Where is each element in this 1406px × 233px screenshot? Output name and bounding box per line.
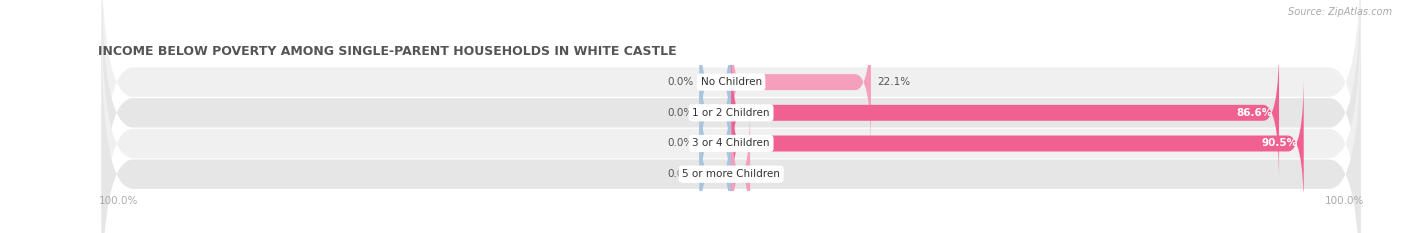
FancyBboxPatch shape <box>699 75 731 212</box>
Text: No Children: No Children <box>700 77 762 87</box>
Text: 90.5%: 90.5% <box>1261 138 1298 148</box>
FancyBboxPatch shape <box>101 0 1361 221</box>
FancyBboxPatch shape <box>731 75 1303 212</box>
Text: 5 or more Children: 5 or more Children <box>682 169 780 179</box>
FancyBboxPatch shape <box>699 44 731 182</box>
Text: 100.0%: 100.0% <box>98 196 138 206</box>
Text: 0.0%: 0.0% <box>666 108 693 118</box>
Text: Source: ZipAtlas.com: Source: ZipAtlas.com <box>1288 7 1392 17</box>
Text: 22.1%: 22.1% <box>877 77 911 87</box>
Text: INCOME BELOW POVERTY AMONG SINGLE-PARENT HOUSEHOLDS IN WHITE CASTLE: INCOME BELOW POVERTY AMONG SINGLE-PARENT… <box>98 45 678 58</box>
Text: 3 or 4 Children: 3 or 4 Children <box>692 138 770 148</box>
FancyBboxPatch shape <box>101 35 1361 233</box>
FancyBboxPatch shape <box>731 13 870 151</box>
Text: 1 or 2 Children: 1 or 2 Children <box>692 108 770 118</box>
Text: 0.0%: 0.0% <box>666 138 693 148</box>
FancyBboxPatch shape <box>699 13 731 151</box>
Text: 0.0%: 0.0% <box>666 77 693 87</box>
Text: 86.6%: 86.6% <box>1236 108 1272 118</box>
FancyBboxPatch shape <box>731 106 751 233</box>
Text: 0.0%: 0.0% <box>666 169 693 179</box>
Text: 100.0%: 100.0% <box>1324 196 1364 206</box>
Text: 0.0%: 0.0% <box>756 169 783 179</box>
FancyBboxPatch shape <box>699 106 731 233</box>
FancyBboxPatch shape <box>101 0 1361 233</box>
FancyBboxPatch shape <box>731 44 1279 182</box>
FancyBboxPatch shape <box>101 5 1361 233</box>
